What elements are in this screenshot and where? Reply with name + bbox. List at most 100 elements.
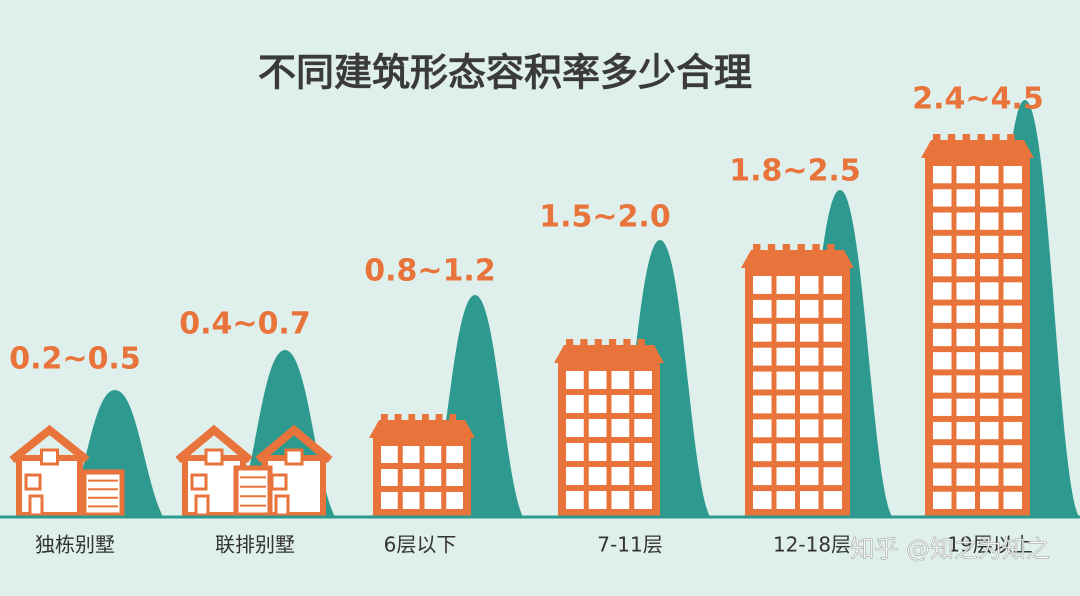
roof-tooth bbox=[623, 339, 631, 347]
range-label: 0.2~0.5 bbox=[9, 342, 140, 377]
window bbox=[800, 395, 819, 414]
window bbox=[566, 419, 584, 437]
window bbox=[956, 305, 975, 323]
window bbox=[753, 395, 772, 414]
window bbox=[980, 212, 999, 230]
window bbox=[588, 371, 607, 389]
window bbox=[776, 299, 795, 318]
roof-tooth bbox=[449, 414, 457, 422]
window bbox=[424, 469, 442, 486]
house-window bbox=[190, 473, 208, 491]
window bbox=[933, 398, 952, 416]
window bbox=[956, 468, 975, 486]
roof-tooth bbox=[767, 244, 776, 252]
window bbox=[1003, 421, 1022, 440]
roof-tooth bbox=[580, 339, 588, 347]
window bbox=[933, 421, 952, 440]
window bbox=[800, 347, 819, 366]
window bbox=[956, 421, 975, 440]
window bbox=[753, 467, 772, 486]
window bbox=[933, 189, 952, 207]
house-door bbox=[274, 494, 290, 517]
range-label: 2.4~4.5 bbox=[912, 82, 1043, 117]
window bbox=[980, 491, 999, 509]
roof-tooth bbox=[435, 414, 443, 422]
window bbox=[776, 395, 795, 414]
window bbox=[980, 189, 999, 207]
roof-tooth bbox=[381, 414, 388, 422]
roof-tooth bbox=[594, 339, 602, 347]
category-label: 19层以上 bbox=[947, 533, 1032, 557]
window bbox=[611, 491, 630, 509]
window bbox=[933, 328, 952, 347]
window bbox=[933, 212, 952, 230]
window bbox=[566, 491, 584, 509]
window bbox=[753, 419, 772, 438]
window bbox=[980, 235, 999, 254]
category-label: 6层以下 bbox=[384, 533, 457, 557]
window bbox=[823, 299, 842, 318]
window bbox=[776, 276, 795, 294]
window bbox=[956, 491, 975, 509]
window bbox=[823, 419, 842, 438]
roof-tooth bbox=[1007, 134, 1015, 142]
window bbox=[980, 166, 999, 184]
window bbox=[980, 282, 999, 300]
window bbox=[776, 443, 795, 462]
window bbox=[933, 468, 952, 486]
roof-tooth bbox=[566, 339, 574, 347]
roof-tooth bbox=[753, 244, 761, 252]
window bbox=[1003, 259, 1022, 277]
roof-tooth bbox=[637, 339, 645, 347]
window bbox=[823, 491, 842, 509]
window bbox=[933, 282, 952, 300]
window bbox=[1003, 352, 1022, 370]
window bbox=[753, 276, 772, 294]
window bbox=[933, 352, 952, 370]
window bbox=[800, 299, 819, 318]
window bbox=[956, 212, 975, 230]
window bbox=[800, 323, 819, 342]
house-window bbox=[24, 473, 42, 491]
roof-tooth bbox=[977, 134, 985, 142]
window bbox=[1003, 212, 1022, 230]
house-window bbox=[284, 448, 304, 466]
roof bbox=[741, 250, 854, 268]
category-label: 独栋别墅 bbox=[35, 533, 115, 557]
window bbox=[776, 419, 795, 438]
window bbox=[956, 166, 975, 184]
window bbox=[566, 395, 584, 413]
roof-tooth bbox=[962, 134, 971, 142]
roof-tooth bbox=[947, 134, 956, 142]
window bbox=[800, 491, 819, 509]
window bbox=[956, 259, 975, 277]
window bbox=[800, 443, 819, 462]
window bbox=[1003, 235, 1022, 254]
window bbox=[381, 492, 398, 509]
window bbox=[588, 491, 607, 509]
window bbox=[980, 375, 999, 393]
window bbox=[933, 259, 952, 277]
window bbox=[1003, 398, 1022, 416]
roof-tooth bbox=[992, 134, 1000, 142]
window bbox=[424, 492, 442, 509]
category-label: 7-11层 bbox=[597, 533, 662, 557]
window bbox=[933, 235, 952, 254]
window bbox=[1003, 282, 1022, 300]
window bbox=[800, 419, 819, 438]
window bbox=[823, 347, 842, 366]
window bbox=[823, 443, 842, 462]
window bbox=[933, 445, 952, 463]
window bbox=[753, 491, 772, 509]
window bbox=[588, 443, 607, 461]
range-label: 0.8~1.2 bbox=[364, 254, 495, 289]
roof-tooth bbox=[812, 244, 820, 252]
window bbox=[956, 445, 975, 463]
window bbox=[980, 421, 999, 440]
garage bbox=[81, 469, 125, 518]
garage bbox=[233, 465, 273, 518]
window bbox=[753, 323, 772, 342]
window bbox=[1003, 375, 1022, 393]
